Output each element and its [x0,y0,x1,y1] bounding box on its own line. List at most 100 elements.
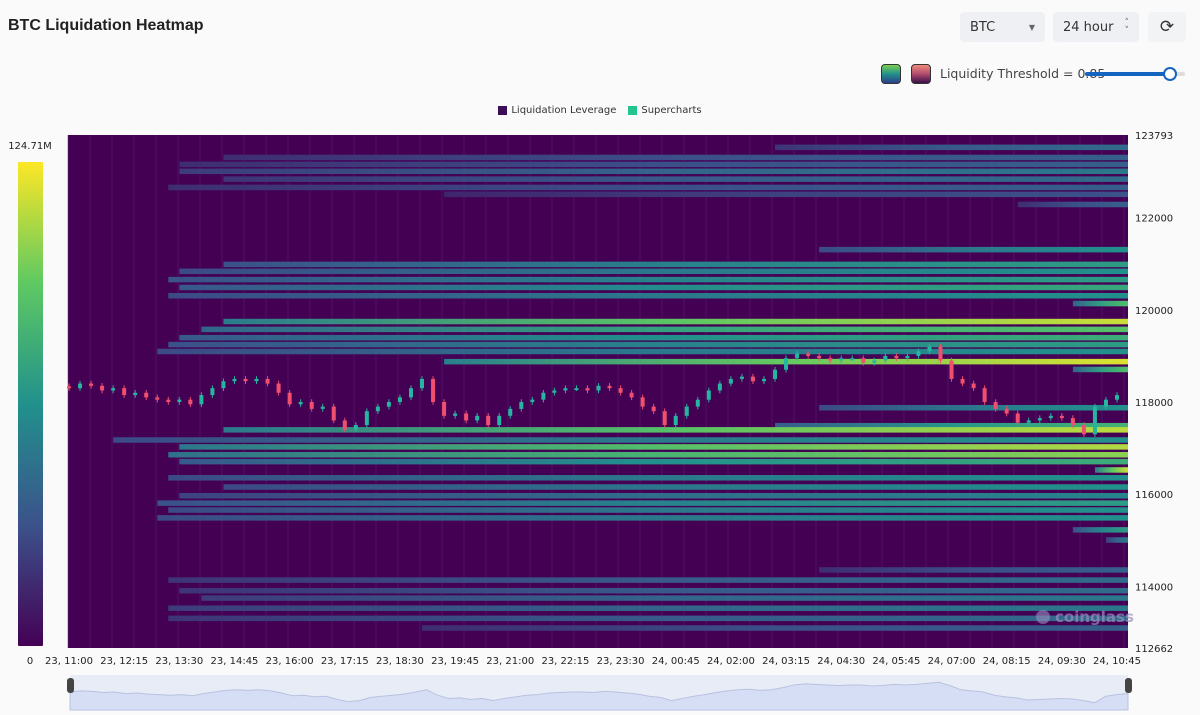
y-tick-label: 122000 [1135,214,1173,225]
candle [784,358,789,370]
liquidation-band [179,284,1128,291]
candle [508,408,513,416]
liquidation-band [775,422,1128,429]
candle [397,397,402,402]
candle [177,399,182,402]
candle [243,378,248,382]
liquidation-band [223,427,1128,433]
magma-palette-button[interactable] [911,64,931,84]
candle [938,346,943,361]
candle [761,378,766,382]
slider-handle[interactable] [1163,67,1177,81]
x-tick-label: 23, 17:15 [321,656,369,667]
x-tick-label: 23, 18:30 [376,656,424,667]
candle [464,413,469,421]
x-tick-label: 23, 22:15 [541,656,589,667]
candle [1059,415,1064,419]
coinglass-logo-icon [1036,610,1050,624]
x-tick-label: 24, 09:30 [1038,656,1086,667]
liquidation-band [179,334,1128,341]
liquidation-band [223,261,1128,268]
navigator-handle-left[interactable] [67,678,74,693]
candle [100,385,105,391]
refresh-button[interactable]: ⟳ [1148,12,1186,42]
liquidation-band [1072,366,1128,373]
liquidation-band [168,615,1129,622]
coin-select-value: BTC [970,19,996,35]
candle [1070,418,1075,426]
candle [916,351,921,356]
candle [122,388,127,396]
liquidation-band [113,437,1128,443]
chart-legend: Liquidation Leverage Supercharts [0,105,1200,116]
x-tick-label: 23, 13:30 [155,656,203,667]
candle [662,411,667,426]
candle [89,383,94,386]
legend-item-supercharts[interactable]: Supercharts [628,105,702,116]
navigator-handle-right[interactable] [1125,678,1132,693]
candle [960,378,965,384]
threshold-label: Liquidity Threshold = 0.85 [940,66,1106,81]
candle [861,358,866,363]
plot-background [68,135,1128,648]
candle [276,383,281,393]
x-tick-label: 24, 00:45 [652,656,700,667]
candle [497,415,502,426]
candle [618,388,623,393]
candle [1015,413,1020,423]
coin-select[interactable]: BTC ▼ [960,12,1045,42]
candle [408,388,413,398]
colorbar-min-label: 0 [27,656,33,667]
liquidation-band [179,458,1128,465]
candle [773,369,778,379]
candle [265,378,270,384]
candle [651,406,656,412]
y-tick-label: 112662 [1135,644,1173,655]
x-tick-label: 24, 10:45 [1093,656,1141,667]
x-tick-label: 23, 16:00 [266,656,314,667]
candle [739,376,744,379]
liquidation-band [168,475,1129,481]
candle [199,395,204,405]
threshold-slider[interactable] [1085,67,1185,81]
liquidation-band [179,444,1128,450]
candle [640,397,645,407]
candle [828,358,833,361]
x-tick-label: 24, 02:00 [707,656,755,667]
candle [442,401,447,416]
navigator-series [69,681,1129,711]
liquidation-band [168,507,1129,513]
up-down-chevron-icon: ˄ ˅ [1124,18,1130,36]
legend-item-liquidation-leverage[interactable]: Liquidation Leverage [498,105,616,116]
refresh-icon: ⟳ [1159,17,1175,37]
candle [320,406,325,409]
liquidation-band [179,161,1128,168]
colorbar [18,162,43,646]
y-tick-label: 118000 [1135,398,1173,409]
candle [530,399,535,402]
liquidation-band [422,625,1129,631]
x-tick-label: 24, 03:15 [762,656,810,667]
liquidation-band [223,154,1128,161]
candle [1004,408,1009,414]
viridis-palette-button[interactable] [881,64,901,84]
candle [1081,425,1086,435]
candle [607,385,612,389]
liquidation-band [168,341,1129,348]
candle [420,378,425,389]
liquidation-band [201,326,1128,333]
candle [552,390,557,393]
candle [563,388,568,391]
candle [188,399,193,405]
range-select[interactable]: 24 hour ˄ ˅ [1053,12,1139,42]
candle [817,355,822,359]
candle [1103,399,1108,407]
x-tick-label: 23, 12:15 [100,656,148,667]
liquidation-band [168,451,1129,458]
candle [684,406,689,416]
liquidation-band [168,292,1129,299]
candle [67,386,71,389]
candle [750,376,755,382]
liquidation-band [179,268,1128,275]
candle [596,385,601,391]
